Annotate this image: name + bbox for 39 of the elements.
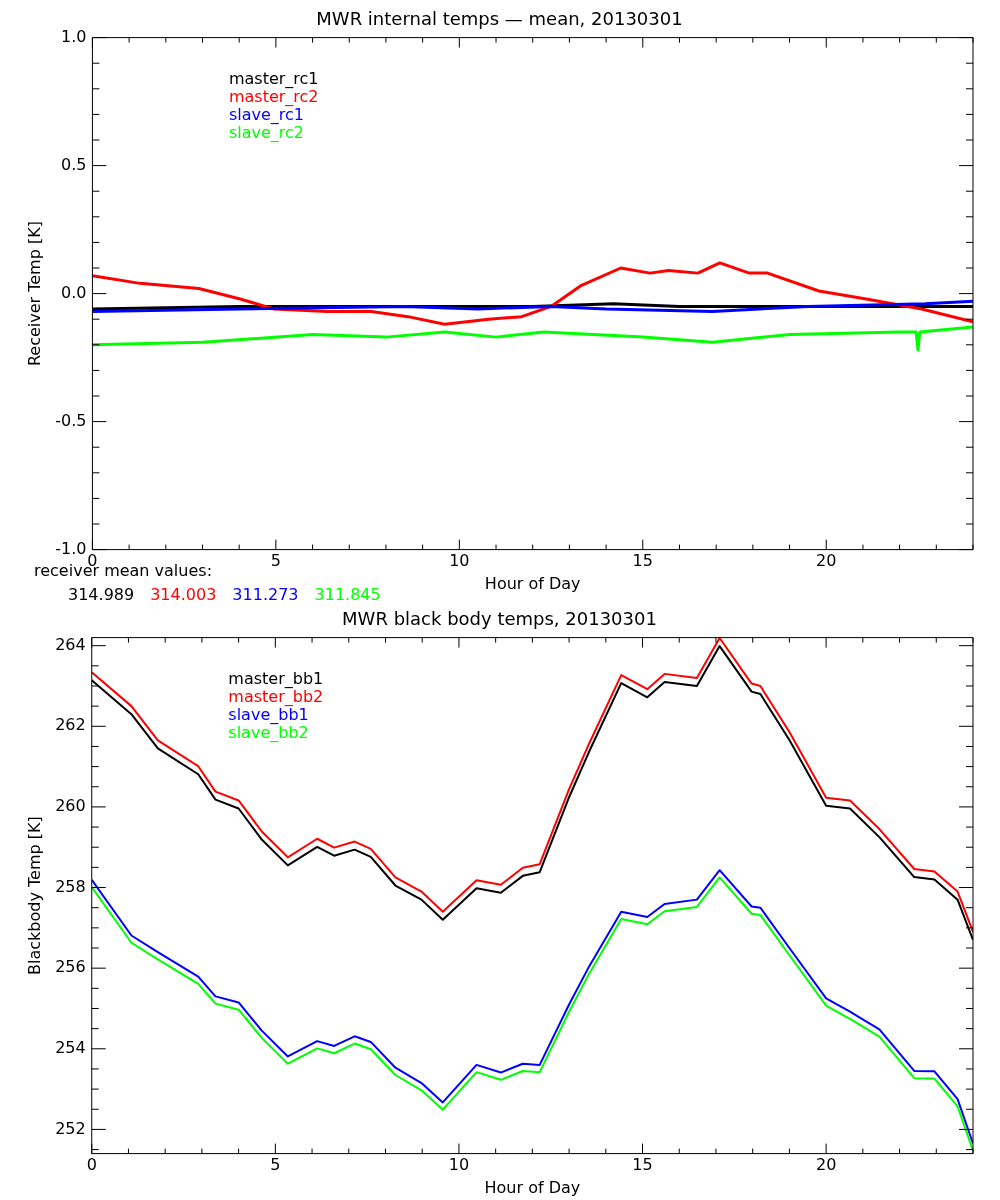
y-tick-label: 254 [55,1037,86,1057]
y-tick-label: 1.0 [60,26,87,46]
text: slave_rc2 [228,122,305,143]
text: slave_rc1 [228,104,305,125]
x-tick-label: 15 [632,551,653,571]
text: 311.273 [232,584,299,606]
x-tick-label: 10 [448,1155,470,1175]
x-axis-title: Hour of Day [484,573,581,593]
text: master_rc2 [228,86,319,107]
x-tick-label: 0 [86,1155,97,1175]
text: slave_bb2 [228,722,309,743]
text: master_rc1 [228,68,319,89]
y-axis-title: Blackbody Temp [K] [24,816,44,975]
y-tick-label: 264 [55,634,86,654]
x-tick-label: 20 [815,1155,837,1175]
y-tick-label: -0.5 [55,410,87,430]
y-tick-label: 252 [55,1118,86,1138]
text: master_bb2 [228,686,324,707]
x-tick-label: 5 [270,1155,281,1175]
x-tick-label: 5 [270,551,281,571]
y-tick-label: 262 [55,715,86,735]
y-tick-label: 260 [55,796,86,816]
text: master_bb1 [228,668,324,689]
text: slave_bb1 [228,704,309,725]
x-tick-label: 20 [816,551,837,571]
x-tick-label: 10 [449,551,470,571]
y-tick-label: -1.0 [55,538,87,558]
y-tick-label: 0.5 [60,154,87,174]
text: 314.989 [68,584,135,606]
y-tick-label: 256 [55,957,86,977]
y-tick-label: 258 [55,876,86,896]
chart-title: MWR internal temps — mean, 20130301 [316,8,683,30]
x-tick-label: 15 [632,1155,653,1175]
x-axis-title: Hour of Day [484,1177,581,1197]
y-axis-title: Receiver Temp [K] [24,221,44,367]
y-tick-label: 0.0 [60,282,87,302]
text: 314.003 [150,584,217,606]
chart-title: MWR black body temps, 20130301 [342,608,657,630]
text: 311.845 [314,584,381,606]
